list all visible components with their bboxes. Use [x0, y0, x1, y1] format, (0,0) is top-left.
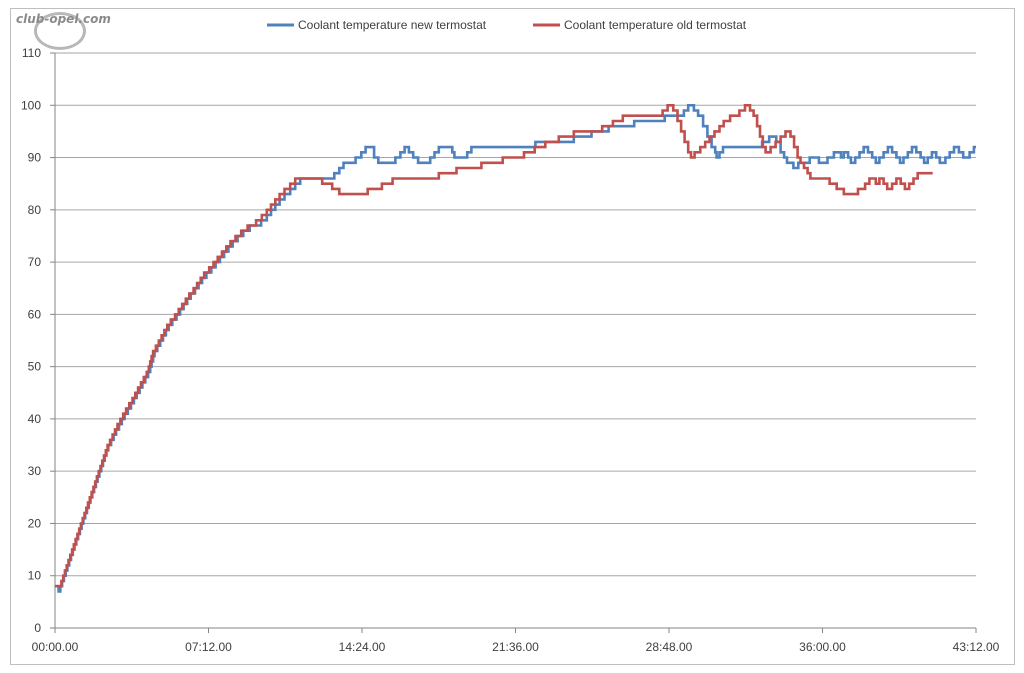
y-tick-label: 110	[22, 46, 41, 60]
gridlines	[55, 52, 976, 577]
y-tick-label: 0	[34, 621, 41, 635]
series-line-new-termostat	[55, 104, 976, 593]
watermark-text: club-opel.com	[16, 12, 111, 26]
series-lines	[55, 104, 976, 593]
chart-frame	[10, 8, 1015, 665]
y-tick-label: 50	[28, 360, 42, 374]
logo-icon	[34, 12, 86, 50]
y-tick-label: 20	[28, 516, 42, 530]
legend-label: Coolant temperature old termostat	[564, 18, 747, 32]
y-tick-label: 60	[28, 307, 42, 321]
x-tick-label: 00:00.00	[32, 640, 79, 654]
legend: Coolant temperature new termostat Coolant…	[267, 18, 747, 32]
axes: 0 10 20 30 40 50 60 70 80 90 100 110 00:00.00 07:12.0…	[21, 46, 1000, 654]
x-tick-label: 43:12.00	[953, 640, 1000, 654]
x-tick-label: 21:36.00	[492, 640, 539, 654]
series-line-old-termostat	[55, 104, 933, 588]
x-tick-label: 36:00.00	[799, 640, 846, 654]
x-tick-label: 28:48.00	[646, 640, 693, 654]
y-tick-label: 30	[28, 464, 42, 478]
x-tick-label: 07:12.00	[185, 640, 232, 654]
y-tick-label: 10	[28, 569, 42, 583]
y-tick-label: 100	[21, 98, 41, 112]
y-tick-label: 90	[28, 151, 42, 165]
x-tick-label: 14:24.00	[339, 640, 386, 654]
y-tick-label: 70	[28, 255, 42, 269]
y-tick-label: 40	[28, 412, 42, 426]
legend-label: Coolant temperature new termostat	[298, 18, 487, 32]
y-tick-label: 80	[28, 203, 42, 217]
